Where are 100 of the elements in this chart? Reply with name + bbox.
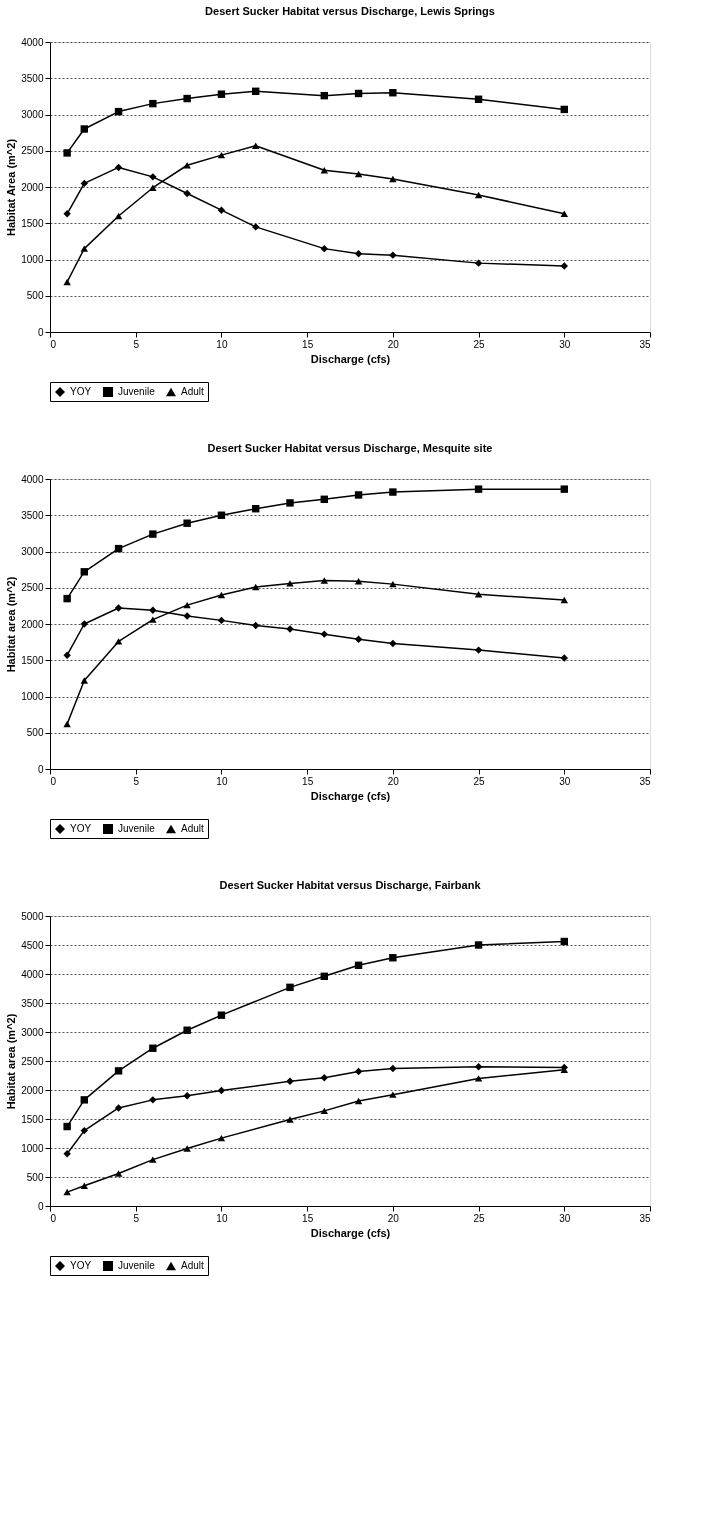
x-tick-label: 0 (50, 1212, 57, 1224)
y-tick-label: 5000 (21, 910, 44, 922)
legend-label: YOY (70, 823, 92, 834)
point (320, 167, 328, 174)
legend-label: YOY (70, 386, 92, 397)
y-tick-label: 3000 (21, 546, 44, 557)
y-axis-title: Habitat area (m^2) (5, 1013, 18, 1110)
x-tick-label: 30 (559, 775, 571, 787)
point (80, 1096, 88, 1104)
y-tick-label: 4000 (21, 473, 44, 485)
legend-label: Juvenile (118, 823, 156, 834)
point (320, 244, 328, 253)
point (80, 125, 88, 133)
point (80, 179, 88, 188)
point (149, 1156, 157, 1163)
x-tick-label: 15 (302, 338, 314, 350)
point (149, 606, 157, 614)
y-tick-label: 1000 (21, 691, 44, 702)
point (80, 677, 88, 684)
point (286, 1116, 294, 1123)
x-tick-label: 15 (302, 775, 314, 787)
point (354, 635, 363, 643)
y-tick-label: 1500 (21, 1113, 44, 1125)
point (80, 1126, 88, 1135)
y-tick-label: 1000 (21, 1142, 44, 1154)
point (183, 519, 191, 527)
point (183, 1092, 191, 1100)
point (114, 604, 123, 612)
y-tick-label: 2000 (21, 181, 44, 193)
x-tick-label: 0 (50, 775, 57, 787)
point (149, 616, 157, 623)
x-tick-label: 25 (473, 1212, 486, 1224)
point (183, 94, 191, 103)
y-axis-title: Habitat area (m^2) (5, 576, 18, 673)
point (149, 173, 157, 181)
x-tick-label: 35 (639, 1212, 651, 1224)
x-tick-label: 35 (639, 775, 651, 787)
point (183, 189, 191, 198)
y-tick-label: 0 (37, 763, 44, 775)
x-axis-title: Discharge (cfs) (310, 352, 391, 365)
x-tick-label: 5 (133, 338, 140, 350)
point (320, 630, 328, 638)
x-tick-label: 30 (559, 1212, 571, 1224)
legend-label: Juvenile (118, 1260, 156, 1271)
point (354, 491, 363, 499)
point (149, 530, 157, 538)
x-tick-label: 35 (639, 338, 651, 350)
y-tick-label: 0 (37, 1200, 44, 1212)
y-tick-label: 2000 (21, 1084, 44, 1096)
y-tick-label: 4000 (21, 968, 44, 980)
point (63, 1122, 71, 1131)
point (183, 1145, 191, 1152)
point (389, 1091, 397, 1098)
point (389, 1064, 397, 1073)
point (474, 1075, 483, 1082)
point (560, 262, 568, 270)
point (474, 1063, 483, 1071)
y-tick-label: 3000 (21, 1026, 44, 1038)
point (217, 1011, 226, 1019)
chart-title: Desert Sucker Habitat versus Discharge, Mesquite site (207, 442, 493, 454)
point (63, 210, 71, 218)
point (560, 654, 568, 662)
point (389, 175, 397, 183)
y-tick-label: 4000 (21, 36, 44, 48)
point (286, 499, 294, 507)
point (149, 99, 157, 108)
legend-label: Adult (181, 1260, 205, 1271)
x-tick-label: 30 (559, 338, 571, 350)
point (80, 245, 88, 252)
x-tick-label: 10 (216, 338, 228, 350)
point (560, 596, 568, 604)
point (320, 577, 328, 584)
y-tick-label: 1500 (21, 654, 44, 666)
x-tick-label: 0 (50, 338, 57, 350)
legend-label: YOY (70, 1260, 92, 1271)
point (114, 163, 123, 172)
y-tick-label: 3500 (21, 72, 44, 84)
y-tick-label: 3500 (21, 509, 44, 521)
point (354, 1067, 363, 1076)
x-axis-title: Discharge (cfs) (310, 789, 391, 802)
point (63, 651, 71, 659)
point (149, 1096, 157, 1104)
point (63, 149, 71, 157)
point (183, 1026, 191, 1034)
point (149, 184, 157, 191)
point (474, 646, 483, 654)
point (114, 1067, 123, 1075)
legend-label: Adult (181, 823, 205, 834)
point (80, 1182, 88, 1189)
point (474, 485, 483, 493)
point (217, 90, 226, 98)
x-tick-label: 20 (387, 338, 400, 350)
y-tick-label: 2500 (21, 582, 44, 594)
point (63, 1150, 71, 1158)
point (63, 720, 71, 728)
y-tick-label: 2500 (21, 145, 44, 157)
x-tick-label: 25 (473, 338, 486, 350)
point (252, 142, 260, 149)
point (80, 568, 88, 576)
point (286, 1077, 294, 1086)
